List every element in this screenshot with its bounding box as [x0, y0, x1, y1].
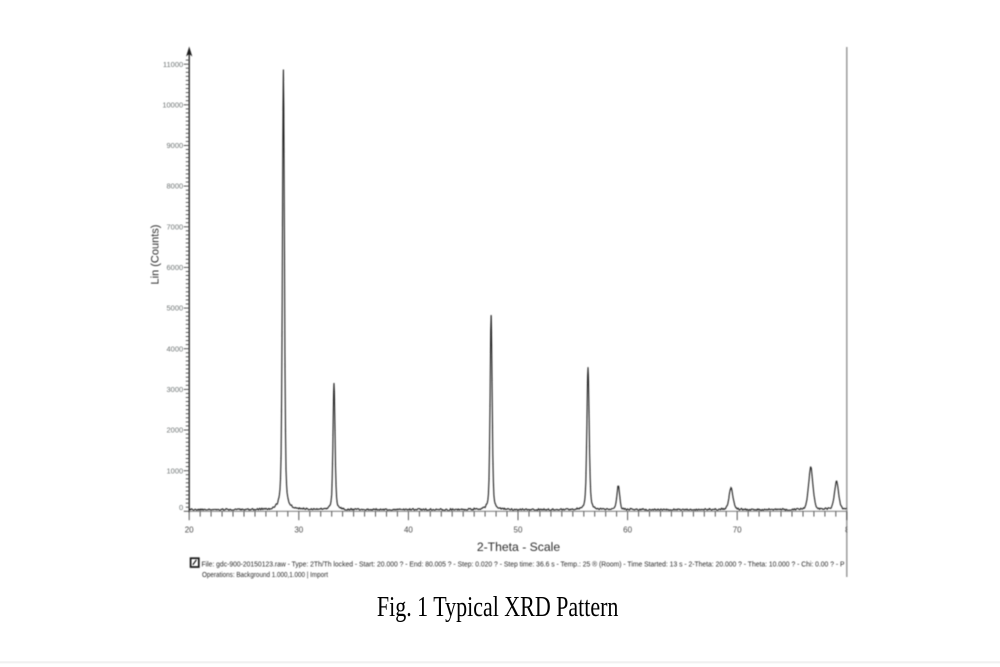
svg-text:Fig. 1 Typical XRD Pattern: Fig. 1 Typical XRD Pattern — [377, 592, 618, 623]
svg-text:3000: 3000 — [167, 385, 184, 394]
svg-text:9000: 9000 — [167, 141, 184, 150]
svg-text:10000: 10000 — [162, 100, 183, 109]
svg-text:0: 0 — [179, 503, 183, 512]
svg-text:5000: 5000 — [167, 304, 184, 313]
svg-text:8000: 8000 — [167, 182, 184, 191]
svg-text:File: gdc-900-20150123.raw - T: File: gdc-900-20150123.raw - Type: 2Th/T… — [202, 560, 845, 568]
svg-text:20: 20 — [185, 526, 194, 535]
svg-text:40: 40 — [404, 526, 413, 535]
svg-text:30: 30 — [294, 526, 303, 535]
svg-text:Lin (Counts): Lin (Counts) — [150, 225, 162, 285]
svg-text:Operations: Background 1.000,1: Operations: Background 1.000,1.000 | Imp… — [202, 572, 328, 579]
svg-text:11000: 11000 — [163, 60, 183, 69]
svg-text:60: 60 — [623, 526, 632, 535]
svg-text:80: 80 — [845, 526, 854, 535]
svg-text:70: 70 — [733, 526, 742, 535]
svg-text:50: 50 — [514, 526, 523, 535]
svg-text:1000: 1000 — [167, 466, 184, 475]
svg-text:4000: 4000 — [167, 344, 184, 353]
svg-text:2-Theta - Scale: 2-Theta - Scale — [477, 540, 561, 554]
svg-text:7000: 7000 — [167, 222, 184, 231]
svg-text:6000: 6000 — [167, 263, 184, 272]
svg-text:2000: 2000 — [167, 426, 184, 435]
